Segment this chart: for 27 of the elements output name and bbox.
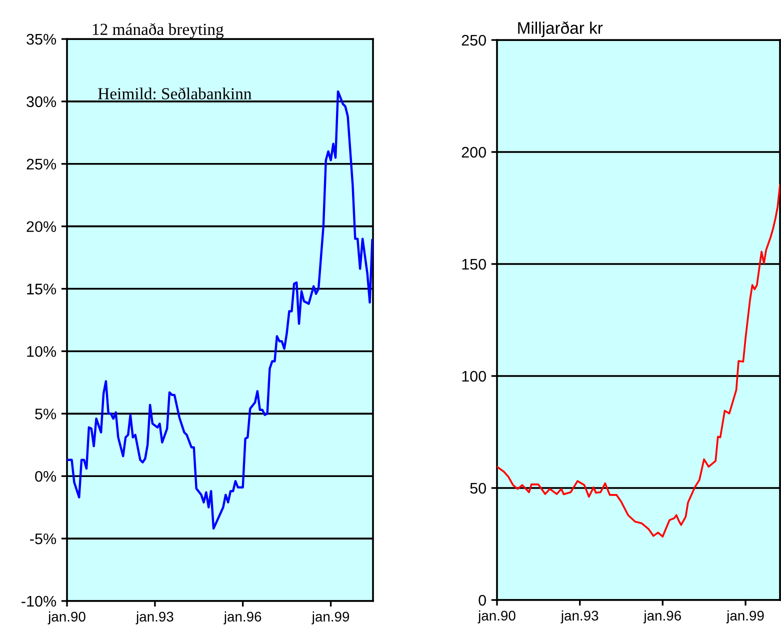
y-tick-label: 0% xyxy=(35,470,56,482)
y-tick-label: 20% xyxy=(26,221,56,232)
y-tick-label: 35% xyxy=(26,34,56,45)
annotation: Heimild: Seðlabankinn xyxy=(98,87,252,100)
y-tick-label: -5% xyxy=(30,533,56,544)
y-tick-label: 15% xyxy=(27,284,56,294)
y-tick-label: 30% xyxy=(26,96,56,108)
x-tick-label: jan.93 xyxy=(560,610,598,624)
chart-title: 12 mánaða breyting xyxy=(92,23,224,38)
y-tick-label: 200 xyxy=(462,146,486,158)
x-tick-label: jan.90 xyxy=(48,611,86,624)
x-tick-label: jan.99 xyxy=(726,610,764,624)
x-tick-label: jan.96 xyxy=(643,610,681,624)
x-tick-label: jan.93 xyxy=(136,611,174,624)
y-tick-label: 10% xyxy=(27,346,56,357)
x-tick-label: jan.99 xyxy=(312,611,350,624)
x-tick-label: jan.96 xyxy=(224,611,262,624)
y-tick-label: 250 xyxy=(462,34,486,46)
y-tick-label: 25% xyxy=(26,158,56,170)
y-tick-label: 150 xyxy=(462,258,486,270)
y-tick-label: 5% xyxy=(35,408,56,420)
y-tick-label: -10% xyxy=(22,596,56,607)
y-tick-label: 0 xyxy=(478,594,486,606)
y-tick-label: 50 xyxy=(470,482,486,494)
x-tick-label: jan.90 xyxy=(478,610,516,624)
y-axis-title: Milljarðar kr xyxy=(518,21,603,38)
y-tick-label: 100 xyxy=(462,370,486,382)
